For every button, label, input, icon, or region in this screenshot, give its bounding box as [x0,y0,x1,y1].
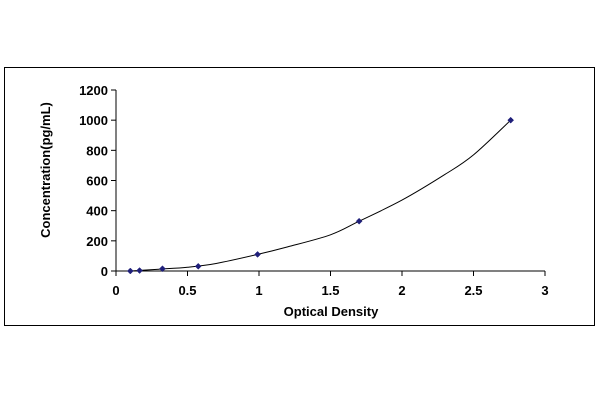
data-point [126,267,134,275]
y-tick-label: 800 [86,143,108,158]
chart-frame [4,67,595,326]
y-axis-title: Concentration(pg/mL) [38,102,53,238]
x-tick-label: 1.5 [321,283,339,298]
x-tick-label: 2.5 [464,283,482,298]
y-tick-label: 1200 [79,83,108,98]
data-point [159,265,166,273]
trend-line [130,119,512,272]
data-points [126,116,515,275]
y-tick-label: 400 [86,204,108,219]
x-tick-label: 3 [541,283,548,298]
y-tick-label: 200 [86,234,108,249]
ticks: 0 0.5 1 1.5 2 2.5 3 0 200 400 600 800 1000 1200 [79,83,549,298]
y-tick-label: 600 [86,174,108,189]
x-tick-label: 2 [398,283,405,298]
data-point [194,262,202,270]
data-point [136,267,143,274]
x-tick-label: 0.5 [178,283,196,298]
data-point [254,251,261,258]
data-point [507,116,515,124]
x-tick-label: 0 [112,283,119,298]
y-tick-label: 0 [101,264,108,279]
x-tick-label: 1 [255,283,262,298]
data-point [355,217,363,225]
axes [115,90,545,272]
x-axis-title: Optical Density [284,304,379,319]
y-tick-label: 1000 [79,113,108,128]
